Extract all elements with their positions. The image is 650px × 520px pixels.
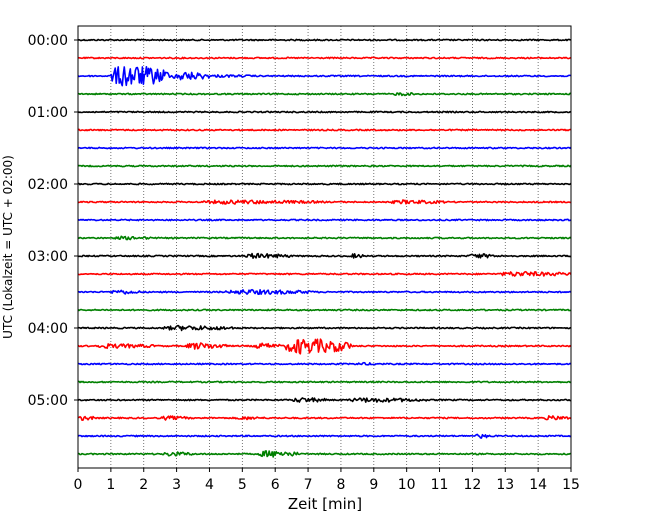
trace-0245 bbox=[77, 235, 572, 241]
plot-area-frame bbox=[77, 25, 572, 469]
seismogram-traces bbox=[77, 38, 572, 458]
x-tick-label-7: 7 bbox=[304, 477, 313, 493]
x-tick-label-15: 15 bbox=[562, 477, 580, 493]
trace-0330 bbox=[77, 288, 572, 296]
x-tick-label-10: 10 bbox=[398, 477, 416, 493]
trace-0515 bbox=[77, 415, 572, 422]
y-tick-label-0300: 03:00 bbox=[28, 249, 68, 265]
y-tick-label-0400: 04:00 bbox=[28, 321, 68, 337]
trace-0015 bbox=[77, 56, 572, 60]
trace-0030 bbox=[77, 65, 572, 87]
x-tick-label-6: 6 bbox=[271, 477, 280, 493]
trace-0115 bbox=[77, 128, 572, 132]
x-tick-label-8: 8 bbox=[336, 477, 345, 493]
trace-0215 bbox=[77, 199, 572, 205]
x-tick-label-13: 13 bbox=[496, 477, 514, 493]
y-tick-label-0000: 00:00 bbox=[28, 33, 68, 49]
x-tick-label-4: 4 bbox=[205, 477, 214, 493]
x-tick-label-3: 3 bbox=[172, 477, 181, 493]
x-tick-label-1: 1 bbox=[106, 477, 115, 493]
x-tick-label-5: 5 bbox=[238, 477, 247, 493]
trace-0500 bbox=[77, 397, 572, 403]
trace-0445 bbox=[77, 380, 572, 384]
trace-0200 bbox=[77, 182, 572, 186]
trace-0545 bbox=[78, 450, 572, 458]
x-tick-label-0: 0 bbox=[74, 477, 83, 493]
y-tick-label-0200: 02:00 bbox=[28, 177, 68, 193]
x-axis-ticks: 0 1 2 3 4 5 6 7 8 9 10 11 12 13 14 15 bbox=[74, 468, 580, 493]
vertical-gridlines bbox=[110, 26, 539, 468]
x-tick-label-2: 2 bbox=[139, 477, 148, 493]
trace-0430 bbox=[77, 361, 572, 366]
trace-0100 bbox=[77, 110, 572, 114]
x-tick-label-14: 14 bbox=[529, 477, 547, 493]
trace-0530 bbox=[77, 433, 572, 439]
y-axis-label: UTC (Lokalzeit = UTC + 02:00) bbox=[1, 155, 15, 339]
x-axis-label: Zeit [min] bbox=[288, 495, 362, 513]
trace-0345 bbox=[77, 308, 572, 312]
trace-0130 bbox=[77, 146, 572, 150]
trace-0415 bbox=[77, 338, 572, 355]
y-tick-label-0100: 01:00 bbox=[28, 105, 68, 121]
y-axis-ticks: 00:00 01:00 02:00 03:00 04:00 05:00 bbox=[28, 33, 78, 409]
x-tick-label-12: 12 bbox=[463, 477, 481, 493]
trace-0000 bbox=[77, 38, 572, 42]
trace-0230 bbox=[77, 218, 572, 222]
y-tick-label-0500: 05:00 bbox=[28, 393, 68, 409]
trace-0045 bbox=[78, 92, 572, 97]
trace-0145 bbox=[77, 164, 572, 168]
trace-0315 bbox=[77, 270, 572, 277]
x-tick-label-9: 9 bbox=[369, 477, 378, 493]
x-tick-label-11: 11 bbox=[431, 477, 449, 493]
trace-0300 bbox=[77, 252, 572, 259]
trace-0400 bbox=[77, 324, 572, 332]
